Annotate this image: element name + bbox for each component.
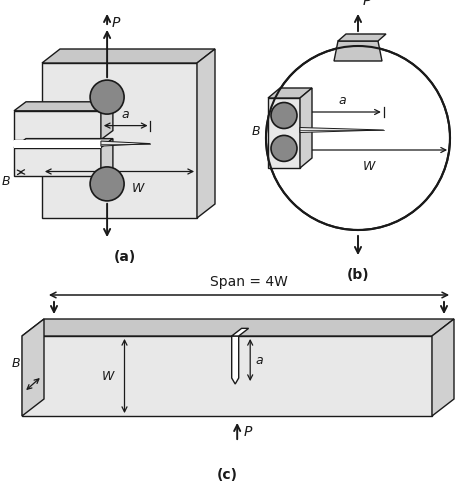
Text: a: a bbox=[338, 94, 346, 107]
Polygon shape bbox=[300, 127, 384, 132]
Polygon shape bbox=[338, 34, 386, 41]
Polygon shape bbox=[42, 63, 197, 218]
Polygon shape bbox=[101, 141, 151, 146]
Text: W: W bbox=[132, 183, 144, 195]
Text: (a): (a) bbox=[114, 250, 136, 264]
Text: Span = 4W: Span = 4W bbox=[210, 275, 288, 289]
Polygon shape bbox=[101, 138, 113, 177]
Text: P: P bbox=[363, 0, 371, 8]
Text: B: B bbox=[251, 125, 260, 138]
Text: B: B bbox=[2, 175, 10, 188]
Polygon shape bbox=[14, 111, 101, 139]
Polygon shape bbox=[14, 138, 113, 148]
Circle shape bbox=[266, 46, 450, 230]
Text: (c): (c) bbox=[217, 468, 237, 482]
Text: W: W bbox=[102, 370, 115, 382]
Text: P: P bbox=[112, 16, 120, 30]
Polygon shape bbox=[197, 49, 215, 218]
Polygon shape bbox=[22, 319, 44, 416]
Text: P: P bbox=[243, 425, 252, 439]
Polygon shape bbox=[300, 88, 312, 168]
Polygon shape bbox=[22, 319, 454, 336]
Circle shape bbox=[90, 167, 124, 201]
Polygon shape bbox=[334, 41, 382, 61]
Circle shape bbox=[90, 80, 124, 114]
Text: a: a bbox=[122, 108, 129, 121]
Polygon shape bbox=[14, 102, 113, 111]
Polygon shape bbox=[22, 336, 432, 416]
Polygon shape bbox=[268, 88, 312, 98]
Text: (b): (b) bbox=[346, 268, 369, 282]
Polygon shape bbox=[432, 319, 454, 416]
Circle shape bbox=[271, 135, 297, 161]
Polygon shape bbox=[14, 148, 101, 177]
Polygon shape bbox=[268, 98, 300, 168]
Text: B: B bbox=[12, 357, 20, 370]
Polygon shape bbox=[14, 139, 101, 148]
Polygon shape bbox=[101, 102, 113, 139]
Polygon shape bbox=[42, 49, 215, 63]
Circle shape bbox=[271, 103, 297, 128]
Polygon shape bbox=[232, 336, 239, 384]
Polygon shape bbox=[232, 328, 248, 336]
Text: a: a bbox=[255, 354, 263, 367]
Text: W: W bbox=[363, 160, 375, 173]
